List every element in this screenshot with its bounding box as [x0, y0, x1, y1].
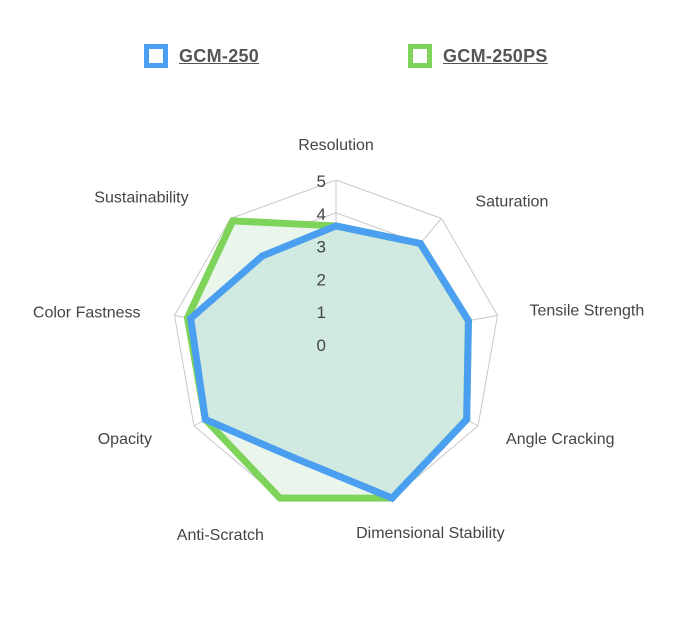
- series-area-gcm-250: [190, 225, 469, 499]
- axis-label-sustainability: Sustainability: [94, 189, 188, 206]
- tick-label-1: 1: [317, 303, 326, 322]
- tick-label-2: 2: [317, 270, 326, 289]
- series-line-gcm-250: [186, 222, 472, 503]
- tick-label-3: 3: [317, 238, 326, 257]
- legend-swatch-gcm-250: [144, 44, 168, 68]
- tick-label-4: 4: [317, 205, 326, 224]
- legend-label-gcm-250ps: GCM-250PS: [443, 45, 548, 66]
- tick-label-0: 0: [317, 336, 326, 355]
- radar-axis-labels: Resolution Saturation Tensile Strength Angl…: [33, 137, 644, 544]
- axis-label-tensile-strength: Tensile Strength: [530, 303, 645, 320]
- legend: GCM-250 GCM-250PS: [0, 44, 700, 76]
- legend-label-gcm-250: GCM-250: [179, 45, 260, 66]
- axis-label-opacity: Opacity: [98, 431, 152, 448]
- axis-label-saturation: Saturation: [475, 193, 548, 210]
- axis-label-dimensional-stability: Dimensional Stability: [356, 525, 505, 542]
- tick-label-5: 5: [317, 172, 326, 191]
- radar-series-layer: [183, 217, 472, 503]
- axis-label-anti-scratch: Anti-Scratch: [177, 527, 264, 544]
- axis-label-angle-cracking: Angle Cracking: [506, 431, 615, 448]
- axis-label-color-fastness: Color Fastness: [33, 305, 141, 322]
- radar-tick-layer: 0 1 2 3 4 5: [317, 172, 326, 355]
- legend-item-gcm-250[interactable]: GCM-250: [144, 44, 259, 68]
- axis-label-resolution: Resolution: [298, 137, 374, 154]
- radar-fill-layer: [187, 220, 469, 499]
- legend-item-gcm-250ps[interactable]: GCM-250PS: [408, 44, 548, 68]
- legend-swatch-gcm-250ps: [408, 44, 432, 68]
